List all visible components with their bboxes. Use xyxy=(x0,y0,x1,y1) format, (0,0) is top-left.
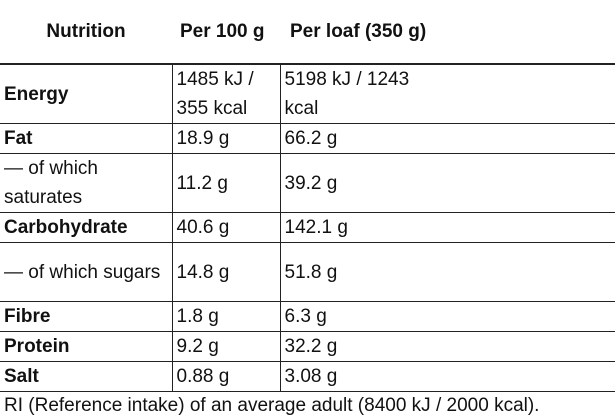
value-per-loaf: 39.2 g xyxy=(280,154,615,213)
value-per-loaf: 142.1 g xyxy=(280,213,615,243)
table-row-energy: Energy 1485 kJ / 355 kcal 5198 kJ / 1243… xyxy=(0,64,615,124)
table-row-carbohydrate: Carbohydrate 40.6 g 142.1 g xyxy=(0,213,615,243)
table-body: Energy 1485 kJ / 355 kcal 5198 kJ / 1243… xyxy=(0,64,615,392)
header-row: Nutrition Per 100 g Per loaf (350 g) xyxy=(0,0,615,64)
footnote: RI (Reference intake) of an average adul… xyxy=(0,392,615,420)
table-row-salt: Salt 0.88 g 3.08 g xyxy=(0,362,615,392)
value-per-loaf: 6.3 g xyxy=(280,302,615,332)
table-row-saturates: — of which saturates 11.2 g 39.2 g xyxy=(0,154,615,213)
nutrient-name: Carbohydrate xyxy=(0,213,172,243)
value-per-100g: 9.2 g xyxy=(172,332,280,362)
nutrient-name: Salt xyxy=(0,362,172,392)
value-per-loaf: 3.08 g xyxy=(280,362,615,392)
table-header: Nutrition Per 100 g Per loaf (350 g) xyxy=(0,0,615,64)
value-per-100g: 11.2 g xyxy=(172,154,280,213)
header-nutrient: Nutrition xyxy=(0,0,172,64)
value-per-loaf: 51.8 g xyxy=(280,243,615,302)
nutrient-name: Energy xyxy=(0,64,172,124)
value-per-loaf: 5198 kJ / 1243 kcal xyxy=(280,64,615,124)
nutrient-name: Fibre xyxy=(0,302,172,332)
value-per-100g: 1.8 g xyxy=(172,302,280,332)
header-per-100g: Per 100 g xyxy=(172,0,280,64)
table-footer: RI (Reference intake) of an average adul… xyxy=(0,392,615,420)
value-per-100g: 1485 kJ / 355 kcal xyxy=(172,64,280,124)
table-row-fibre: Fibre 1.8 g 6.3 g xyxy=(0,302,615,332)
nutrient-name: Fat xyxy=(0,124,172,154)
nutrient-name: — of which sugars xyxy=(0,243,172,302)
header-per-loaf: Per loaf (350 g) xyxy=(280,0,615,64)
table-row-fat: Fat 18.9 g 66.2 g xyxy=(0,124,615,154)
nutrient-name: Protein xyxy=(0,332,172,362)
value-per-100g: 0.88 g xyxy=(172,362,280,392)
table-row-protein: Protein 9.2 g 32.2 g xyxy=(0,332,615,362)
nutrient-name: — of which saturates xyxy=(0,154,172,213)
value-per-100g: 18.9 g xyxy=(172,124,280,154)
value-per-100g: 40.6 g xyxy=(172,213,280,243)
value-per-loaf: 32.2 g xyxy=(280,332,615,362)
value-per-loaf: 66.2 g xyxy=(280,124,615,154)
footnote-row: RI (Reference intake) of an average adul… xyxy=(0,392,615,420)
value-per-100g: 14.8 g xyxy=(172,243,280,302)
table-row-sugars: — of which sugars 14.8 g 51.8 g xyxy=(0,243,615,302)
